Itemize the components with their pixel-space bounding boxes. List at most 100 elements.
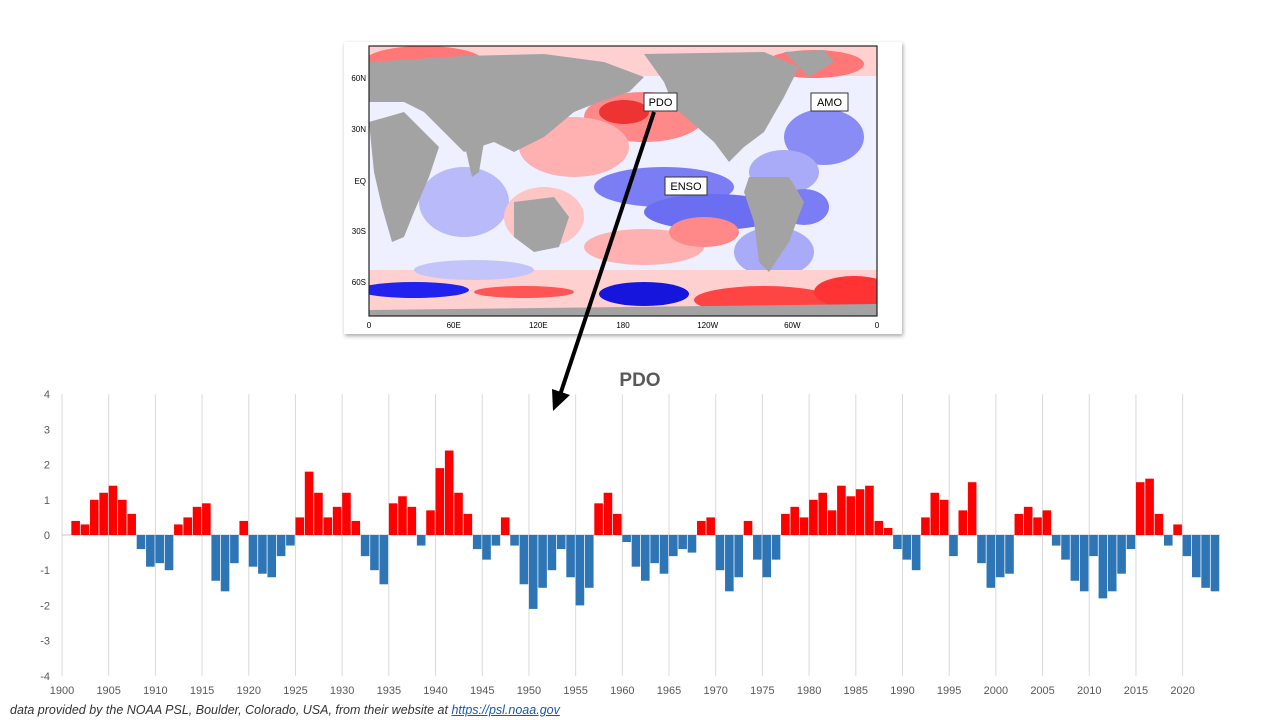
pdo-bar	[641, 535, 650, 581]
pdo-bar	[603, 492, 613, 535]
x-tick-label: 1930	[330, 685, 354, 697]
x-tick-label: 1945	[470, 685, 494, 697]
footnote-link[interactable]: https://psl.noaa.gov	[451, 703, 560, 717]
pdo-bar	[612, 513, 622, 535]
label-amo: AMO	[817, 97, 843, 109]
sst-anomaly-map: 60N 30N EQ 30S 60S 0 60E 120E 180 120W 60W 0 PDO A…	[351, 45, 880, 330]
map-lon-label: 0	[367, 321, 372, 330]
pdo-bar	[1079, 535, 1089, 592]
pdo-bar	[790, 506, 800, 535]
pdo-bar	[332, 506, 342, 535]
pdo-bar	[631, 535, 641, 567]
label-pdo: PDO	[649, 97, 673, 109]
map-panel: 60N 30N EQ 30S 60S 0 60E 120E 180 120W 60W 0 PDO A…	[344, 42, 902, 334]
pdo-bar	[697, 520, 706, 535]
pdo-bar	[323, 517, 333, 535]
map-lat-label: EQ	[354, 177, 366, 186]
pdo-bar	[370, 535, 379, 571]
pdo-bar	[71, 520, 80, 535]
x-tick-label: 1950	[517, 685, 541, 697]
pdo-bar	[622, 535, 631, 543]
y-tick-label: 2	[44, 460, 50, 472]
label-amo-box: AMO	[810, 92, 849, 112]
pdo-bar	[1033, 517, 1042, 535]
pdo-bar	[108, 485, 118, 535]
north-america	[644, 52, 799, 162]
pdo-bar	[528, 535, 538, 609]
pdo-bar	[211, 535, 221, 581]
pdo-bar	[921, 517, 930, 535]
pdo-bar	[398, 496, 407, 535]
pdo-bar	[220, 535, 230, 592]
map-lon-label: 60W	[784, 321, 801, 330]
x-tick-label: 1970	[703, 685, 727, 697]
africa	[369, 112, 439, 242]
pdo-bar	[678, 535, 687, 550]
pdo-bar	[500, 517, 510, 535]
x-tick-label: 1925	[283, 685, 307, 697]
pdo-bar	[734, 535, 743, 578]
pdo-bar	[435, 468, 445, 535]
pdo-bar	[239, 520, 249, 535]
pdo-bar	[1061, 535, 1070, 560]
pdo-bar	[1051, 535, 1061, 546]
pdo-bar	[547, 535, 557, 571]
pdo-bar	[1182, 535, 1192, 557]
pdo-bar	[818, 492, 828, 535]
pdo-bar	[519, 535, 529, 585]
x-tick-label: 1965	[657, 685, 681, 697]
pdo-bar	[949, 535, 958, 557]
x-tick-label: 1990	[890, 685, 914, 697]
y-tick-label: 3	[44, 424, 50, 436]
pdo-bar	[491, 535, 501, 546]
map-lat-label: 60S	[352, 278, 366, 287]
europe-asia	[369, 54, 644, 152]
map-lon-label: 0	[875, 321, 880, 330]
x-tick-label: 2020	[1170, 685, 1194, 697]
pdo-bar	[304, 471, 314, 535]
pdo-bar	[1126, 535, 1136, 550]
pdo-bar	[1070, 535, 1080, 581]
pdo-bar	[407, 506, 417, 535]
map-lat-label: 60N	[351, 74, 366, 83]
pdo-bar	[174, 524, 183, 535]
pdo-bar	[230, 535, 239, 564]
x-tick-label: 1995	[937, 685, 961, 697]
pdo-bar	[267, 535, 277, 578]
pdo-bar	[687, 535, 697, 553]
x-tick-label: 1955	[563, 685, 587, 697]
pdo-bar	[855, 489, 865, 535]
pdo-bar	[874, 520, 884, 535]
pdo-bar	[1173, 524, 1182, 535]
pdo-bar	[1023, 506, 1033, 535]
pdo-bar	[594, 503, 603, 535]
pdo-bar	[463, 513, 473, 535]
pdo-bar	[248, 535, 258, 567]
footnote: data provided by the NOAA PSL, Boulder, …	[10, 703, 560, 717]
map-lat-label: 30N	[351, 125, 366, 134]
y-tick-label: 4	[44, 389, 50, 401]
pdo-bar	[314, 492, 323, 535]
map-lon-label: 120W	[697, 321, 718, 330]
pdo-bar	[771, 535, 781, 560]
pdo-bar	[276, 535, 286, 557]
pdo-bar	[118, 499, 127, 535]
pdo-bar	[472, 535, 482, 550]
map-lon-label: 180	[616, 321, 630, 330]
pdo-bar	[566, 535, 575, 578]
pdo-bar	[155, 535, 164, 564]
pdo-bar	[753, 535, 762, 560]
map-lat-labels: 60N 30N EQ 30S 60S	[351, 74, 366, 287]
pdo-bar	[902, 535, 912, 560]
pdo-bar	[809, 499, 818, 535]
pdo-bar	[444, 450, 454, 535]
chart-title: PDO	[619, 370, 660, 391]
y-tick-label: -4	[40, 671, 50, 683]
pdo-bar	[556, 535, 566, 550]
pdo-bar	[426, 510, 435, 535]
footnote-text: data provided by the NOAA PSL, Boulder, …	[10, 703, 452, 717]
x-tick-label: 1910	[143, 685, 167, 697]
pdo-bar	[342, 492, 351, 535]
pdo-bar	[164, 535, 174, 571]
